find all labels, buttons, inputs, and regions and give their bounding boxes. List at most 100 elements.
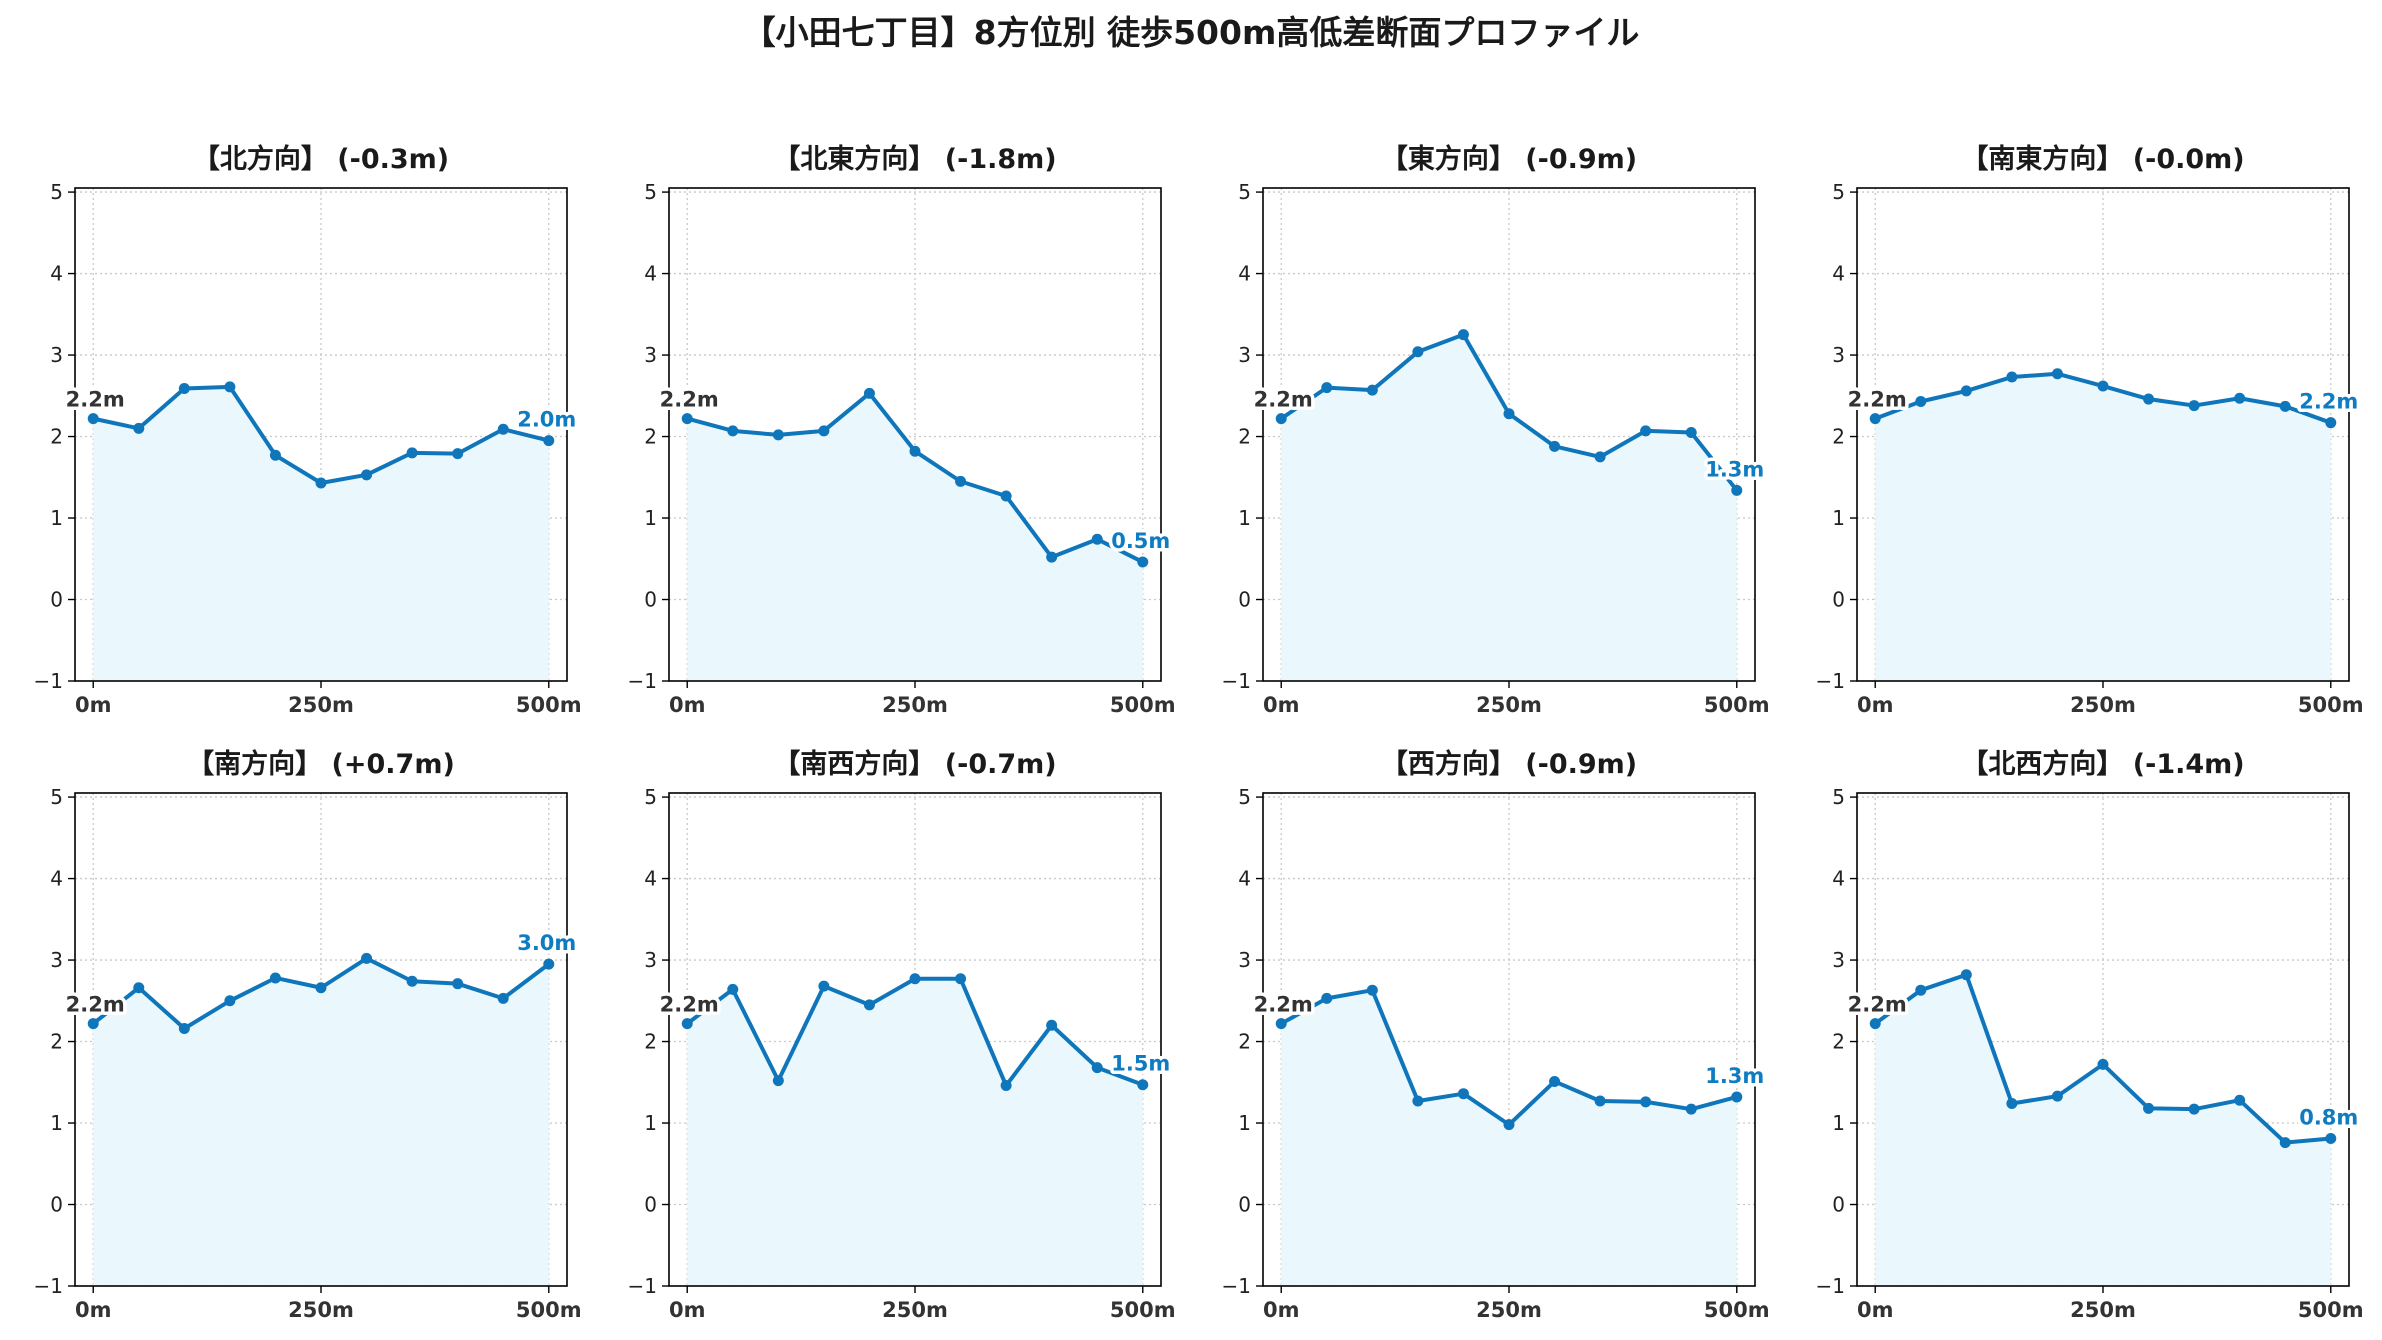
data-point xyxy=(406,975,418,987)
x-tick-label: 250m xyxy=(2070,693,2136,717)
y-tick-label: 0 xyxy=(50,588,63,612)
data-point xyxy=(497,992,509,1004)
data-point xyxy=(1412,1095,1424,1107)
start-elevation-label: 2.2m xyxy=(660,993,719,1017)
data-point xyxy=(1960,385,1972,397)
data-point xyxy=(452,978,464,990)
area-fill xyxy=(1875,373,2331,681)
y-tick-label: 4 xyxy=(1238,867,1251,891)
x-tick-label: 500m xyxy=(1110,1298,1176,1322)
data-point xyxy=(1594,1095,1606,1107)
data-point xyxy=(2279,400,2291,412)
data-point xyxy=(1321,992,1333,1004)
data-point xyxy=(1915,395,1927,407)
data-point xyxy=(1275,1018,1287,1030)
y-tick-label: 5 xyxy=(50,785,63,809)
y-tick-label: 3 xyxy=(1238,948,1251,972)
y-tick-label: 1 xyxy=(50,506,63,530)
data-point xyxy=(178,382,190,394)
data-point xyxy=(224,381,236,393)
data-point xyxy=(497,423,509,435)
data-point xyxy=(1731,484,1743,496)
data-point xyxy=(681,1018,693,1030)
y-tick-label: 0 xyxy=(1238,1193,1251,1217)
y-tick-label: −1 xyxy=(628,1274,657,1298)
panel-title: 【南方向】 (+0.7m) xyxy=(187,748,455,780)
profile-panel: −1 0 1 2 3 4 5 0m 250m 500m 【南東方向】 (-0.0m) 2.2m 2.2m xyxy=(1816,143,2364,717)
data-point xyxy=(133,982,145,994)
area-fill xyxy=(1281,334,1737,681)
y-tick-label: 3 xyxy=(644,948,657,972)
data-point xyxy=(1549,1075,1561,1087)
y-tick-label: 2 xyxy=(1832,1030,1845,1054)
data-point xyxy=(863,999,875,1011)
x-tick-label: 0m xyxy=(669,1298,706,1322)
y-tick-label: 5 xyxy=(1832,180,1845,204)
y-tick-label: 3 xyxy=(644,343,657,367)
y-tick-label: 4 xyxy=(50,867,63,891)
data-point xyxy=(2234,392,2246,404)
panel-title: 【東方向】 (-0.9m) xyxy=(1381,143,1637,175)
start-elevation-label: 2.2m xyxy=(1254,993,1313,1017)
y-tick-label: 2 xyxy=(644,1030,657,1054)
y-tick-label: 3 xyxy=(50,948,63,972)
panel-title: 【南西方向】 (-0.7m) xyxy=(773,748,1056,780)
data-point xyxy=(406,447,418,459)
y-tick-label: 1 xyxy=(50,1111,63,1135)
area-fill xyxy=(1281,990,1737,1286)
y-tick-label: −1 xyxy=(628,669,657,693)
y-tick-label: 2 xyxy=(1832,425,1845,449)
y-tick-label: 5 xyxy=(1238,180,1251,204)
y-tick-label: 4 xyxy=(50,262,63,286)
data-point xyxy=(681,413,693,425)
y-tick-label: 2 xyxy=(644,425,657,449)
data-point xyxy=(909,973,921,985)
data-point xyxy=(543,435,555,447)
data-point xyxy=(452,448,464,460)
x-tick-label: 500m xyxy=(516,693,582,717)
profile-panel: −1 0 1 2 3 4 5 0m 250m 500m 【東方向】 (-0.9m) 2.2m 1.3m xyxy=(1222,143,1770,717)
data-point xyxy=(1960,969,1972,981)
data-point xyxy=(1000,490,1012,502)
data-point xyxy=(1594,451,1606,463)
panel-title: 【北西方向】 (-1.4m) xyxy=(1961,748,2244,780)
y-tick-label: 3 xyxy=(1832,948,1845,972)
data-point xyxy=(1503,1119,1515,1131)
data-point xyxy=(1275,413,1287,425)
start-elevation-label: 2.2m xyxy=(1254,388,1313,412)
y-tick-label: 3 xyxy=(50,343,63,367)
x-tick-label: 0m xyxy=(75,693,112,717)
y-tick-label: 1 xyxy=(644,506,657,530)
x-tick-label: 0m xyxy=(1263,693,1300,717)
data-point xyxy=(2325,1133,2337,1145)
data-point xyxy=(361,469,373,481)
data-point xyxy=(2143,393,2155,405)
panel-title: 【南東方向】 (-0.0m) xyxy=(1961,143,2244,175)
data-point xyxy=(727,983,739,995)
y-tick-label: 2 xyxy=(1238,1030,1251,1054)
y-tick-label: 1 xyxy=(1832,506,1845,530)
end-elevation-label: 1.3m xyxy=(1705,1064,1764,1088)
y-tick-label: −1 xyxy=(1816,1274,1845,1298)
data-point xyxy=(315,982,327,994)
data-point xyxy=(269,972,281,984)
data-point xyxy=(2006,1097,2018,1109)
data-point xyxy=(1137,1079,1149,1091)
data-point xyxy=(2188,400,2200,412)
x-tick-label: 500m xyxy=(1110,693,1176,717)
x-tick-label: 250m xyxy=(288,693,354,717)
data-point xyxy=(1137,556,1149,568)
data-point xyxy=(772,429,784,441)
start-elevation-label: 2.2m xyxy=(1848,993,1907,1017)
data-point xyxy=(1000,1080,1012,1092)
data-point xyxy=(1503,408,1515,420)
y-tick-label: −1 xyxy=(1222,669,1251,693)
data-point xyxy=(87,413,99,425)
y-tick-label: 4 xyxy=(1832,867,1845,891)
y-tick-label: 4 xyxy=(1238,262,1251,286)
x-tick-label: 250m xyxy=(288,1298,354,1322)
data-point xyxy=(2143,1102,2155,1114)
area-fill xyxy=(1875,974,2331,1286)
profile-panel: −1 0 1 2 3 4 5 0m 250m 500m 【南方向】 (+0.7m) 2.2m 3.0m xyxy=(34,748,582,1322)
